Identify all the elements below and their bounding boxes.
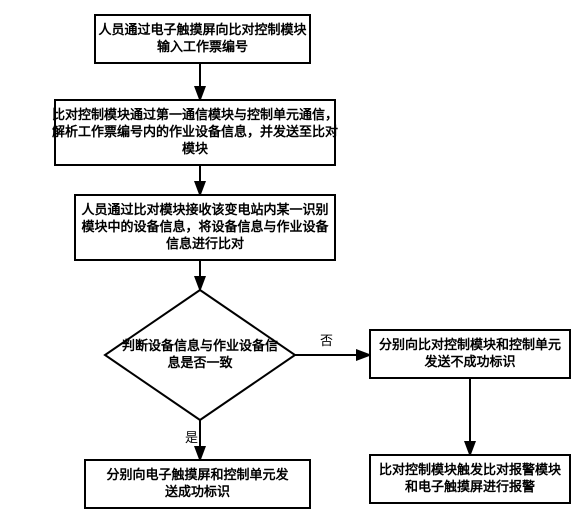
node-n3-line-1: 模块中的设备信息，将设备信息与作业设备 xyxy=(81,219,329,234)
node-n6-line-1: 发送不成功标识 xyxy=(423,354,515,369)
node-n3: 人员通过比对模块接收该变电站内某一识别模块中的设备信息，将设备信息与作业设备信息… xyxy=(75,195,335,260)
node-n2: 比对控制模块通过第一通信模块与控制单元通信， 解析工作票编号内的作业设备信息，并发… xyxy=(51,100,338,165)
node-n1-line-0: 人员通过电子触摸屏向比对控制模块 xyxy=(98,22,307,37)
node-n3-line-0: 人员通过比对模块接收该变电站内某一识别 xyxy=(81,202,328,217)
node-n2-line-2: 模块 xyxy=(182,141,209,156)
node-n4-line-1: 息是否一致 xyxy=(167,355,233,370)
node-n6: 分别向比对控制模块和控制单元发送不成功标识 xyxy=(370,330,570,378)
node-n2-line-0: 比对控制模块通过第一通信模块与控制单元通信， xyxy=(52,107,338,122)
node-n6-line-0: 分别向比对控制模块和控制单元 xyxy=(379,337,561,352)
edge-label-n4-n6: 否 xyxy=(320,333,333,348)
edge-label-n4-n5: 是 xyxy=(185,430,198,445)
node-n2-line-1: 解析工作票编号内的作业设备信息，并发送至比对 xyxy=(51,124,338,139)
node-n3-line-2: 信息进行比对 xyxy=(166,236,244,251)
node-n7-line-0: 比对控制模块触发比对报警模块 xyxy=(379,462,562,477)
node-n1-line-1: 输入工作票编号 xyxy=(157,39,248,54)
node-n4: 判断设备信息与作业设备信息是否一致 xyxy=(105,290,295,420)
node-n1: 人员通过电子触摸屏向比对控制模块输入工作票编号 xyxy=(95,15,310,63)
node-n7: 比对控制模块触发比对报警模块和电子触摸屏进行报警 xyxy=(370,455,570,503)
node-n5: 分别向电子触摸屏和控制单元发送成功标识 xyxy=(85,460,310,508)
node-n5-line-1: 送成功标识 xyxy=(164,484,230,499)
node-n4-line-0: 判断设备信息与作业设备信 xyxy=(122,338,278,353)
node-n7-line-1: 和电子触摸屏进行报警 xyxy=(405,479,535,494)
node-n5-line-0: 分别向电子触摸屏和控制单元发 xyxy=(106,467,289,482)
